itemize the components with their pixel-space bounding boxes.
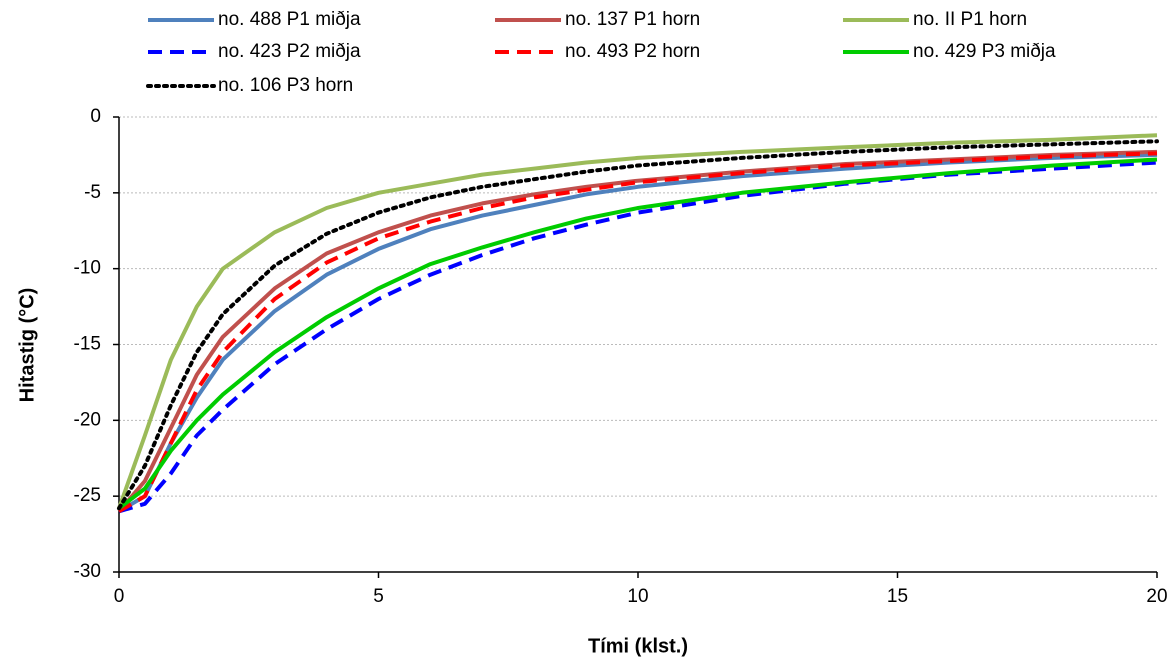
y-tick-label: -5 — [84, 182, 101, 203]
data-line — [117, 133, 1158, 509]
legend-label: no. 429 P3 miðja — [913, 41, 1056, 62]
legend-label: no. 137 P1 horn — [565, 9, 700, 30]
legend-label: no. 423 P2 miðja — [218, 41, 361, 62]
x-tick-label: 5 — [373, 586, 384, 607]
data-line — [117, 157, 1158, 510]
legend-label: no. II P1 horn — [913, 9, 1027, 30]
legend-label: no. 106 P3 horn — [218, 75, 353, 96]
x-tick-label: 10 — [627, 586, 648, 607]
data-line — [117, 149, 1158, 513]
data-line — [118, 160, 1158, 514]
legend-label: no. 493 P2 horn — [565, 41, 700, 62]
data-line — [117, 152, 1158, 514]
y-tick-label: -30 — [74, 561, 101, 582]
x-axis-title: Tími (klst.) — [588, 635, 688, 657]
y-tick-label: -25 — [74, 485, 101, 506]
legend-label: no. 488 P1 miðja — [218, 9, 361, 30]
data-line — [117, 139, 1159, 511]
y-tick-label: -15 — [74, 334, 101, 355]
x-tick-label: 0 — [114, 586, 125, 607]
y-axis-title: Hitastig (°C) — [16, 288, 38, 403]
y-tick-label: 0 — [90, 106, 101, 127]
x-tick-label: 15 — [887, 586, 908, 607]
data-line — [117, 151, 1158, 514]
y-tick-label: -10 — [74, 258, 101, 279]
y-tick-label: -20 — [74, 409, 101, 430]
x-tick-label: 20 — [1146, 586, 1167, 607]
